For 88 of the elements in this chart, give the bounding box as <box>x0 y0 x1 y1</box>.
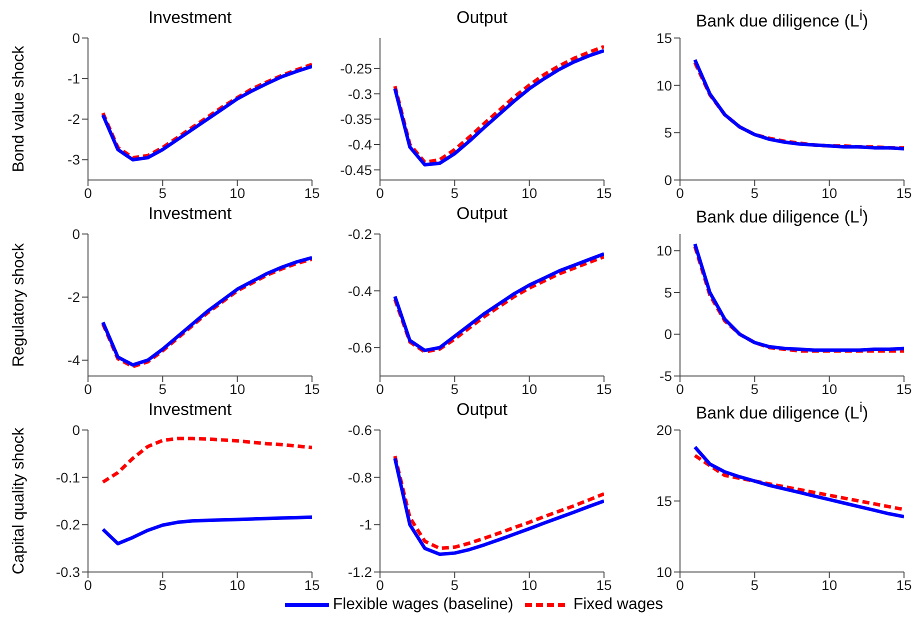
x-tick-label: 0 <box>84 380 92 397</box>
x-tick-label: 10 <box>822 380 838 397</box>
x-tick-label: 15 <box>304 380 320 397</box>
y-axis-title: Bond value shock <box>10 44 28 172</box>
y-tick-label: 15 <box>656 492 672 509</box>
y-tick-label: -2 <box>68 111 80 128</box>
x-tick-label: 0 <box>676 576 684 593</box>
x-tick-label: 15 <box>896 576 912 593</box>
x-tick-label: 0 <box>376 380 384 397</box>
y-tick-label: 10 <box>656 77 672 94</box>
x-tick-label: 0 <box>676 184 684 201</box>
x-tick-label: 15 <box>896 380 912 397</box>
x-tick-label: 10 <box>522 576 538 593</box>
x-tick-label: 5 <box>158 380 167 397</box>
x-tick-label: 5 <box>750 184 759 201</box>
y-tick-label: 0 <box>72 422 80 438</box>
x-tick-label: 10 <box>522 184 538 201</box>
x-tick-label: 0 <box>84 184 92 201</box>
legend-label: Flexible wages (baseline) <box>332 596 514 614</box>
y-tick-label: 15 <box>656 30 672 46</box>
y-tick-label: 0 <box>72 30 80 46</box>
y-tick-label: -0.45 <box>340 162 372 178</box>
chart-title: Investment <box>147 8 233 28</box>
y-axis-title: Capital quality shock <box>10 426 28 574</box>
y-tick-label: 0 <box>664 172 672 188</box>
y-tick-label: 5 <box>664 284 672 300</box>
x-tick-label: 10 <box>230 576 246 593</box>
x-tick-label: 0 <box>376 576 384 593</box>
y-tick-label: -0.4 <box>348 282 372 299</box>
y-axis-title: Regulatory shock <box>10 242 28 367</box>
y-tick-label: -0.6 <box>348 422 372 438</box>
y-tick-label: -0.8 <box>348 469 372 486</box>
y-tick-label: -0.25 <box>340 60 372 76</box>
y-tick-label: -0.6 <box>348 340 372 356</box>
y-tick-label: -1 <box>360 516 372 533</box>
chart-title: Output <box>455 400 509 420</box>
x-tick-label: 15 <box>896 184 912 201</box>
x-tick-label: 10 <box>822 184 838 201</box>
y-tick-label: -2 <box>68 289 80 306</box>
x-tick-label: 10 <box>522 380 538 397</box>
x-tick-label: 5 <box>750 576 759 593</box>
line-series <box>693 445 904 518</box>
x-tick-label: 10 <box>822 576 838 593</box>
y-tick-label: -0.1 <box>56 469 80 486</box>
x-tick-label: 10 <box>230 184 246 201</box>
x-tick-label: 5 <box>158 184 167 201</box>
y-tick-label: 10 <box>656 564 672 580</box>
chart-title: Output <box>455 204 509 224</box>
y-tick-label: 5 <box>664 124 672 141</box>
x-tick-label: 15 <box>596 184 612 201</box>
y-tick-label: 20 <box>656 422 672 438</box>
y-tick-label: -0.2 <box>56 516 80 533</box>
y-tick-label: -0.3 <box>348 86 372 102</box>
y-tick-label: -3 <box>68 152 80 168</box>
y-tick-label: 0 <box>664 326 672 342</box>
y-tick-label: -0.35 <box>340 111 372 128</box>
x-tick-label: 5 <box>750 380 759 397</box>
x-tick-label: 5 <box>158 576 167 593</box>
chart-title: Bank due diligence (L$^{i}$) <box>694 400 870 423</box>
chart-title: Bank due diligence (L$^{i}$) <box>694 8 870 31</box>
y-tick-label: 10 <box>656 242 672 259</box>
line-series <box>101 515 312 546</box>
y-tick-label: -0.3 <box>56 564 80 580</box>
x-tick-label: 0 <box>84 576 92 593</box>
y-tick-label: -0.2 <box>348 226 372 242</box>
line-series <box>693 454 904 512</box>
x-tick-label: 5 <box>450 380 459 397</box>
chart-title: Output <box>455 8 509 28</box>
x-tick-label: 5 <box>450 184 459 201</box>
legend-label: Fixed wages <box>573 596 664 614</box>
y-tick-label: -0.4 <box>348 136 372 152</box>
chart-title: Investment <box>147 204 233 224</box>
x-tick-label: 5 <box>450 576 459 593</box>
chart-title: Investment <box>147 400 233 420</box>
x-tick-label: 0 <box>376 184 384 201</box>
x-tick-label: 15 <box>596 576 612 593</box>
x-tick-label: 10 <box>230 380 246 397</box>
x-tick-label: 0 <box>676 380 684 397</box>
x-tick-label: 15 <box>304 576 320 593</box>
y-tick-label: -1.2 <box>348 564 372 580</box>
x-tick-label: 15 <box>304 184 320 201</box>
line-series <box>101 436 312 484</box>
y-tick-label: -4 <box>68 352 80 368</box>
chart-title: Bank due diligence (L$^{i}$) <box>694 204 870 227</box>
y-tick-label: -1 <box>68 70 80 87</box>
y-tick-label: -5 <box>660 368 672 384</box>
x-tick-label: 15 <box>596 380 612 397</box>
y-tick-label: 0 <box>72 226 80 242</box>
